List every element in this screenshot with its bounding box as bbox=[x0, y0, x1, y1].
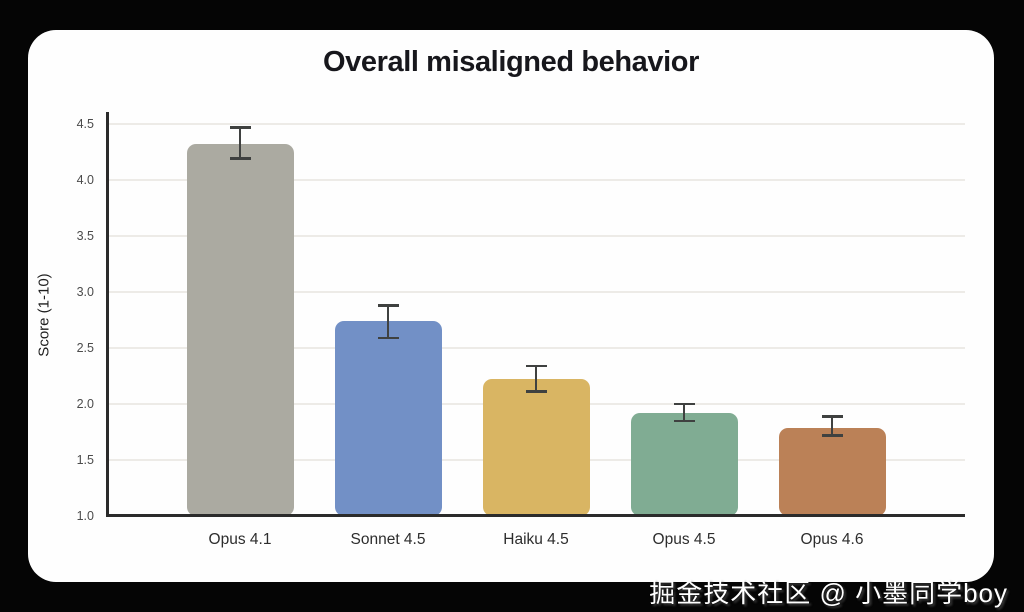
chart-card: Overall misaligned behavior Score (1-10)… bbox=[28, 30, 994, 582]
x-tick-label-haiku-4-5: Haiku 4.5 bbox=[503, 531, 569, 548]
y-axis-line bbox=[106, 112, 109, 517]
error-cap-bottom-sonnet-4-5 bbox=[377, 336, 399, 340]
bar-sonnet-4-5 bbox=[334, 321, 442, 516]
error-cap-top-sonnet-4-5 bbox=[377, 304, 399, 307]
bar-haiku-4-5 bbox=[482, 379, 590, 516]
error-bar-opus-4-6 bbox=[830, 416, 834, 436]
x-axis-line bbox=[106, 514, 965, 517]
bar-opus-4-5 bbox=[630, 412, 738, 516]
error-bar-haiku-4-5 bbox=[534, 365, 538, 392]
error-cap-bottom-opus-4-1 bbox=[229, 157, 251, 160]
error-cap-bottom-opus-4-5 bbox=[673, 419, 695, 423]
error-bar-sonnet-4-5 bbox=[386, 305, 390, 338]
plot-area: Opus 4.1 Sonnet 4.5 Haiku 4.5 Opus 4.5 Opus … bbox=[106, 112, 965, 548]
error-cap-bottom-opus-4-6 bbox=[821, 434, 843, 437]
bar-opus-4-1 bbox=[186, 144, 294, 516]
gridline bbox=[108, 123, 965, 125]
bar-opus-4-6 bbox=[778, 427, 886, 516]
error-cap-top-opus-4-5 bbox=[673, 402, 695, 406]
y-tick-label: 1.5 bbox=[76, 453, 94, 467]
x-tick-label-sonnet-4-5: Sonnet 4.5 bbox=[350, 531, 426, 548]
error-cap-top-opus-4-1 bbox=[229, 126, 251, 129]
x-tick-label-opus-4-6: Opus 4.6 bbox=[800, 531, 864, 548]
error-bar-opus-4-1 bbox=[238, 127, 242, 159]
gridline bbox=[108, 347, 965, 349]
y-ticks: 1.0 1.5 2.0 2.5 3.0 3.5 4.0 4.5 bbox=[28, 112, 94, 523]
y-tick-label: 4.0 bbox=[76, 173, 94, 187]
error-cap-top-haiku-4-5 bbox=[525, 364, 547, 368]
gridline bbox=[108, 179, 965, 181]
y-tick-label: 3.5 bbox=[76, 229, 94, 243]
y-tick-label: 3.0 bbox=[76, 285, 94, 299]
y-tick-label: 2.0 bbox=[76, 397, 94, 411]
x-tick-label-opus-4-1: Opus 4.1 bbox=[208, 531, 272, 548]
chart-title: Overall misaligned behavior bbox=[322, 46, 699, 78]
x-tick-label-opus-4-5: Opus 4.5 bbox=[652, 531, 716, 548]
y-tick-label: 1.0 bbox=[76, 509, 94, 523]
gridline bbox=[108, 291, 965, 293]
error-cap-bottom-haiku-4-5 bbox=[525, 390, 547, 393]
error-cap-top-opus-4-6 bbox=[821, 415, 843, 418]
error-bar-opus-4-5 bbox=[682, 404, 686, 421]
watermark: 掘金技术社区 @ 小墨同学boy bbox=[649, 578, 1008, 608]
y-tick-label: 2.5 bbox=[76, 341, 94, 355]
gridline bbox=[108, 235, 965, 237]
y-tick-label: 4.5 bbox=[76, 117, 94, 131]
